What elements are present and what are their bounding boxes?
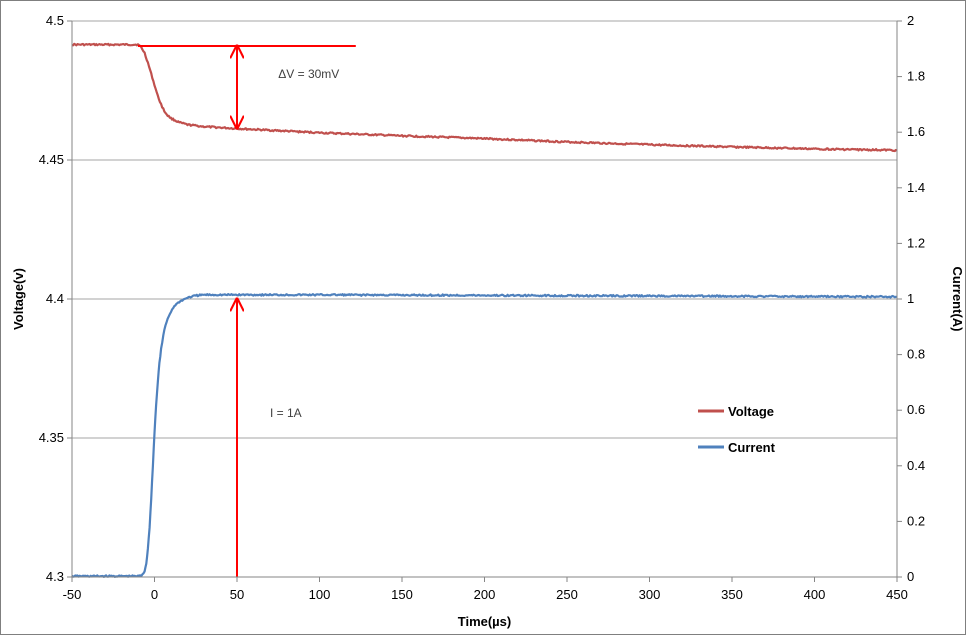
series-line-voltage [72, 42, 898, 153]
y-right-tick-label: 0.4 [907, 458, 925, 473]
legend-label-voltage: Voltage [728, 404, 774, 419]
y-right-tick-label: 0.8 [907, 347, 925, 362]
x-tick-label: 300 [639, 587, 661, 602]
series-lines [71, 42, 898, 578]
x-tick-label: 250 [556, 587, 578, 602]
x-tick-label: 200 [474, 587, 496, 602]
y-right-tick-label: 0.2 [907, 513, 925, 528]
x-tick-label: -50 [63, 587, 82, 602]
x-tick-label: 450 [886, 587, 908, 602]
x-axis-title: Time(µs) [458, 614, 512, 629]
gridlines [72, 20, 897, 578]
y-right-tick-label: 1.8 [907, 69, 925, 84]
x-tick-label: 0 [151, 587, 158, 602]
annotations: ΔV = 30mV I = 1A [138, 46, 356, 577]
y-axis-left-title: Voltage(v) [11, 268, 26, 330]
y-left-tick-label: 4.5 [46, 13, 64, 28]
y-left-tick-label: 4.35 [39, 430, 64, 445]
y-right-tick-label: 0 [907, 569, 914, 584]
y-right-tick-label: 1 [907, 291, 914, 306]
legend: Voltage Current [698, 404, 776, 455]
delta-v-label: ΔV = 30mV [278, 67, 339, 81]
y-right-tick-label: 1.2 [907, 235, 925, 250]
y-axis-right-title: Current(A) [950, 267, 965, 332]
current-label: I = 1A [270, 406, 302, 420]
y-left-tick-label: 4.4 [46, 291, 64, 306]
x-tick-label: 350 [721, 587, 743, 602]
x-tick-label: 400 [804, 587, 826, 602]
y-right-tick-label: 0.6 [907, 402, 925, 417]
y-left-tick-label: 4.45 [39, 152, 64, 167]
series-line-current [71, 293, 897, 578]
y-right-tick-label: 1.4 [907, 180, 925, 195]
y-left-tick-label: 4.3 [46, 569, 64, 584]
y-right-tick-label: 2 [907, 13, 914, 28]
x-tick-label: 150 [391, 587, 413, 602]
axes: -50 0 50 100 150 200 250 300 350 400 450 4.3 4.35 4.4… [11, 13, 965, 629]
x-tick-label: 100 [309, 587, 331, 602]
y-right-tick-label: 1.6 [907, 124, 925, 139]
legend-label-current: Current [728, 440, 776, 455]
x-tick-label: 50 [230, 587, 244, 602]
